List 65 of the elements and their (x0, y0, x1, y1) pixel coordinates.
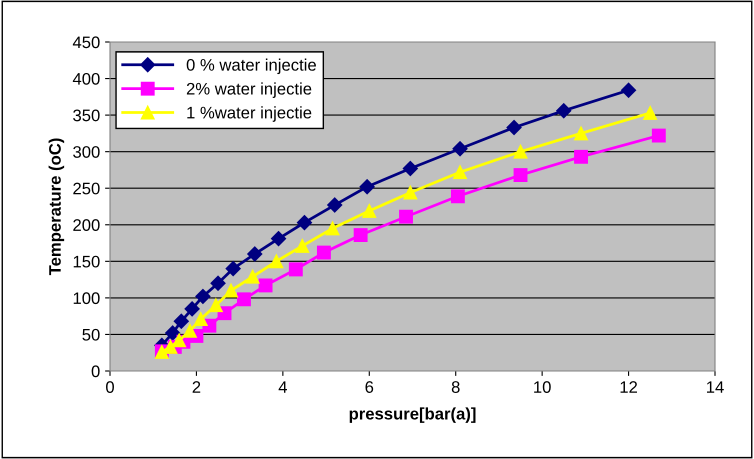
point (183, 324, 197, 338)
point (224, 284, 238, 298)
point (316, 246, 331, 260)
point (556, 103, 572, 118)
x-tick-label: 14 (707, 381, 724, 393)
y-tick-label: 300 (73, 146, 100, 158)
y-tick-label: 50 (82, 328, 100, 341)
x-axis-title: pressure[bar(a)] (350, 407, 476, 423)
x-tick-label: 12 (620, 381, 638, 393)
legend-label: 1 %water injectie (187, 106, 312, 122)
point (195, 288, 210, 304)
point (258, 278, 273, 292)
point (399, 210, 413, 224)
point (354, 228, 368, 242)
y-tick-label: 150 (74, 256, 100, 268)
y-tick-label: 0 (92, 365, 100, 378)
point (165, 325, 180, 341)
point (269, 254, 284, 268)
point (402, 160, 418, 176)
legend-label: 2% water injectie (186, 82, 312, 98)
point (326, 221, 340, 236)
y-tick-label: 400 (72, 72, 100, 85)
point (174, 314, 189, 329)
point (506, 120, 522, 136)
y-tick-label: 350 (73, 110, 100, 122)
x-tick-label: 10 (534, 381, 551, 393)
point (514, 168, 528, 182)
x-tick-label: 2 (192, 381, 200, 393)
point (246, 270, 260, 284)
x-tick-label: 0 (106, 381, 114, 393)
point (210, 276, 226, 291)
point (453, 165, 467, 180)
point (194, 312, 208, 326)
y-tick-label: 100 (74, 292, 100, 304)
point (452, 141, 468, 156)
point (643, 106, 658, 120)
point (362, 204, 376, 218)
point (574, 150, 588, 164)
y-tick-label: 250 (73, 182, 100, 194)
point (296, 215, 312, 230)
y-axis-title: Temperature (oC) (48, 138, 64, 276)
y-tick-label: 450 (72, 36, 100, 48)
point (295, 239, 310, 253)
point (652, 128, 666, 143)
point (226, 261, 241, 276)
point (247, 246, 262, 262)
x-tick-label: 6 (366, 381, 374, 393)
point (208, 298, 223, 312)
point (360, 179, 375, 194)
point (237, 292, 251, 306)
point (450, 189, 465, 204)
point (164, 340, 178, 354)
point (270, 231, 286, 246)
x-tick-label: 8 (452, 381, 460, 393)
point (327, 197, 342, 213)
point (172, 333, 186, 348)
x-tick-label: 4 (278, 381, 288, 393)
point (288, 262, 303, 276)
point (574, 126, 588, 140)
point (184, 301, 200, 316)
point (403, 186, 418, 200)
y-tick-label: 200 (73, 219, 100, 231)
legend-label: 0 % water injectie (186, 58, 316, 74)
point (621, 82, 636, 98)
point (514, 144, 528, 159)
